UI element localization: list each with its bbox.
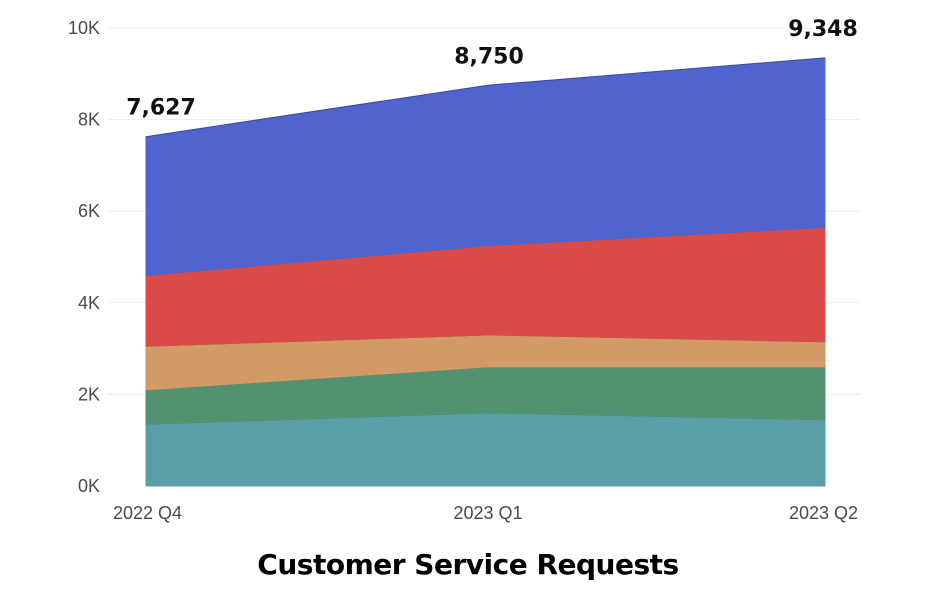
- total-data-label: 7,627: [126, 96, 196, 121]
- area-series-5-edge: [145, 57, 826, 138]
- y-tick-label: 2K: [78, 384, 100, 404]
- area-series-group: [145, 57, 826, 487]
- y-tick-label: 10K: [68, 18, 100, 38]
- area-series-1: [145, 412, 826, 487]
- y-tick-label: 8K: [78, 110, 100, 130]
- chart-title: Customer Service Requests: [257, 548, 679, 581]
- y-axis-tick-labels: 0K 2K 4K 6K 8K 10K: [68, 18, 100, 496]
- total-data-labels: 7,627 8,750 9,348: [126, 17, 858, 121]
- x-tick-label: 2022 Q4: [113, 503, 182, 523]
- stacked-area-chart: 0K 2K 4K 6K 8K 10K 2022 Q4 2023 Q1 2023 Q2 7,62…: [68, 17, 860, 523]
- total-data-label: 8,750: [454, 44, 524, 69]
- y-tick-label: 6K: [78, 201, 100, 221]
- x-tick-label: 2023 Q1: [453, 503, 522, 523]
- area-series-5: [145, 57, 826, 276]
- y-tick-label: 0K: [78, 476, 100, 496]
- x-axis-tick-labels: 2022 Q4 2023 Q1 2023 Q2: [113, 503, 858, 523]
- y-tick-label: 4K: [78, 293, 100, 313]
- total-data-label: 9,348: [788, 17, 858, 42]
- x-tick-label: 2023 Q2: [789, 503, 858, 523]
